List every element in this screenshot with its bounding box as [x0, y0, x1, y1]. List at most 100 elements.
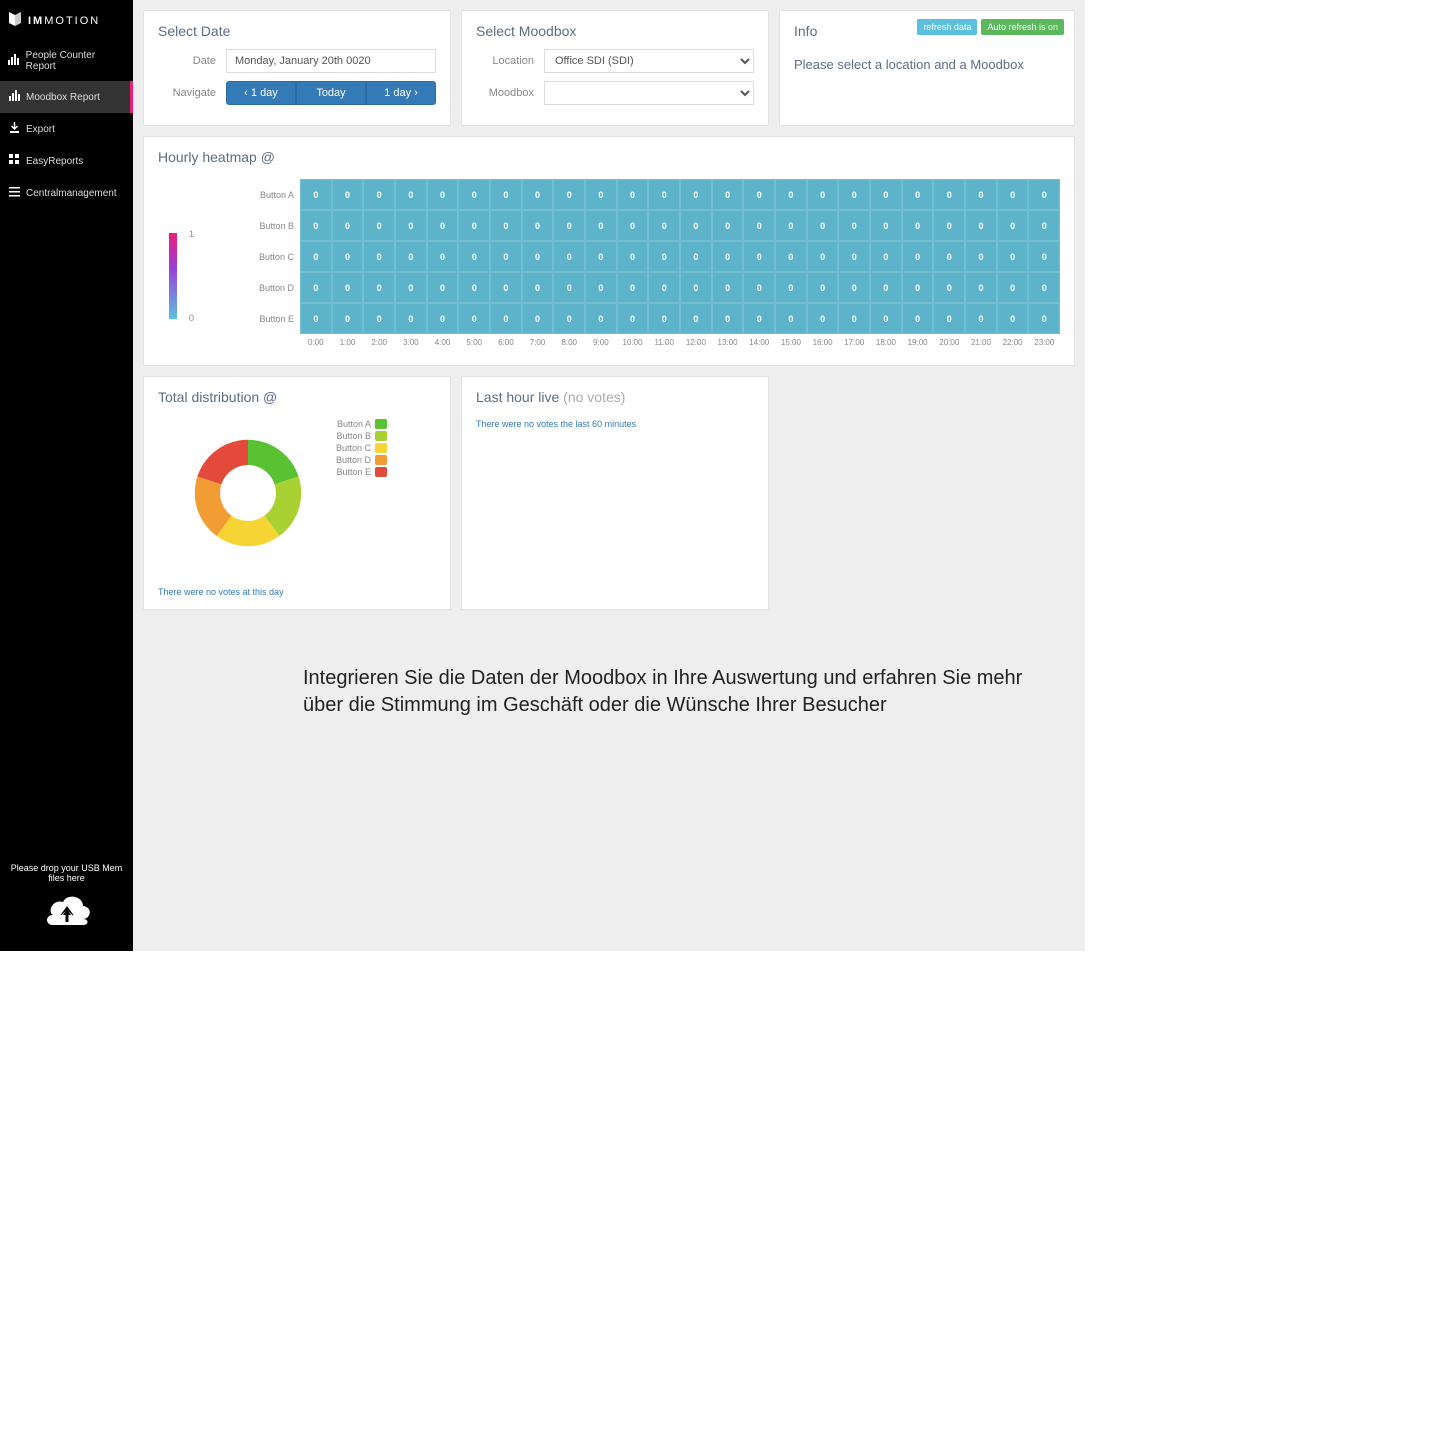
moodbox-select[interactable] — [544, 81, 754, 105]
heatmap-cell: 0 — [838, 303, 870, 334]
heatmap-cell: 0 — [332, 210, 364, 241]
heatmap-cell: 0 — [965, 303, 997, 334]
heatmap-cell: 0 — [997, 210, 1029, 241]
heatmap-cell: 0 — [553, 272, 585, 303]
date-input[interactable] — [226, 49, 436, 73]
sidebar-item-label: Centralmanagement — [26, 188, 117, 199]
heatmap-cell: 0 — [712, 210, 744, 241]
heatmap-hour-label: 3:00 — [395, 334, 427, 347]
page-caption: Integrieren Sie die Daten der Moodbox in… — [303, 665, 1045, 719]
distribution-panel: Total distribution @ Button AButton BBut… — [143, 376, 451, 610]
refresh-data-button[interactable]: refresh data — [917, 19, 977, 35]
usb-drop-zone[interactable]: Please drop your USB Mem files here — [0, 855, 133, 951]
brand-suffix: MOTION — [44, 15, 100, 27]
select-date-panel: Select Date Date Navigate ‹ 1 day Today … — [143, 10, 451, 126]
heatmap-cell: 0 — [902, 303, 934, 334]
heatmap-hour-label: 4:00 — [427, 334, 459, 347]
heatmap-cell: 0 — [775, 210, 807, 241]
heatmap-cell: 0 — [617, 303, 649, 334]
heatmap-hour-label: 11:00 — [648, 334, 680, 347]
auto-refresh-state: on — [1048, 22, 1058, 32]
sidebar-item-label: People Counter Report — [26, 50, 125, 72]
heatmap-cell: 0 — [933, 241, 965, 272]
sidebar-item-centralmanagement[interactable]: Centralmanagement — [0, 177, 133, 209]
heatmap-hour-label: 5:00 — [458, 334, 490, 347]
sidebar-item-easyreports[interactable]: EasyReports — [0, 145, 133, 177]
heatmap-cell: 0 — [743, 303, 775, 334]
sidebar-item-people-counter[interactable]: People Counter Report — [0, 41, 133, 81]
heatmap-cell: 0 — [522, 241, 554, 272]
heatmap-cell: 0 — [332, 179, 364, 210]
grid-icon — [8, 154, 20, 168]
heatmap-cell: 0 — [427, 179, 459, 210]
heatmap-cell: 0 — [427, 241, 459, 272]
cloud-upload-icon — [2, 889, 131, 931]
heatmap-hour-label: 0:00 — [300, 334, 332, 347]
heatmap-cell: 0 — [553, 179, 585, 210]
heatmap-cell: 0 — [617, 179, 649, 210]
heatmap-cell: 0 — [648, 210, 680, 241]
heatmap-cell: 0 — [712, 272, 744, 303]
heatmap-hour-label: 20:00 — [933, 334, 965, 347]
heatmap-cell: 0 — [458, 241, 490, 272]
panel-title: Last hour live (no votes) — [476, 389, 754, 405]
heatmap-cell: 0 — [427, 272, 459, 303]
sidebar-item-export[interactable]: Export — [0, 113, 133, 145]
heatmap-cell: 0 — [870, 303, 902, 334]
distribution-note: There were no votes at this day — [158, 587, 436, 597]
heatmap-cell: 0 — [838, 210, 870, 241]
heatmap-hour-label: 22:00 — [997, 334, 1029, 347]
heatmap-cell: 0 — [870, 241, 902, 272]
heatmap-cell: 0 — [775, 303, 807, 334]
moodbox-label: Moodbox — [476, 87, 544, 99]
heatmap-cell: 0 — [490, 179, 522, 210]
legend-min: 0 — [189, 313, 194, 323]
next-day-button[interactable]: 1 day › — [366, 81, 436, 105]
heatmap-cell: 0 — [933, 179, 965, 210]
heatmap-cell: 0 — [807, 303, 839, 334]
prev-day-button[interactable]: ‹ 1 day — [226, 81, 296, 105]
heatmap-cell: 0 — [965, 210, 997, 241]
heatmap-cell: 0 — [680, 241, 712, 272]
heatmap-cell: 0 — [680, 303, 712, 334]
legend-item: Button B — [336, 431, 387, 441]
bar-chart-icon — [8, 54, 20, 68]
legend-item: Button E — [336, 467, 387, 477]
sidebar: IMMOTION People Counter Report Moodbox R… — [0, 0, 133, 951]
heatmap-cell: 0 — [363, 272, 395, 303]
panel-title: Total distribution @ — [158, 389, 436, 405]
heatmap-cell: 0 — [427, 210, 459, 241]
heatmap-cell: 0 — [585, 210, 617, 241]
usb-drop-text: Please drop your USB Mem files here — [2, 863, 131, 883]
download-icon — [8, 122, 20, 136]
heatmap-cell: 0 — [870, 179, 902, 210]
last-hour-panel: Last hour live (no votes) There were no … — [461, 376, 769, 610]
heatmap-cell: 0 — [743, 179, 775, 210]
heatmap-hour-label: 17:00 — [838, 334, 870, 347]
heatmap-cell: 0 — [458, 303, 490, 334]
heatmap-cell: 0 — [522, 210, 554, 241]
heatmap-cell: 0 — [617, 210, 649, 241]
heatmap-cell: 0 — [648, 303, 680, 334]
donut-slice — [197, 440, 248, 485]
heatmap-cell: 0 — [458, 210, 490, 241]
heatmap-cell: 0 — [712, 179, 744, 210]
heatmap-cell: 0 — [965, 272, 997, 303]
heatmap-cell: 0 — [395, 303, 427, 334]
heatmap-cell: 0 — [585, 272, 617, 303]
heatmap-cell: 0 — [648, 272, 680, 303]
heatmap-cell: 0 — [743, 210, 775, 241]
location-select[interactable]: Office SDI (SDI) — [544, 49, 754, 73]
heatmap-cell: 0 — [1028, 303, 1060, 334]
today-button[interactable]: Today — [296, 81, 366, 105]
heatmap-hour-label: 12:00 — [680, 334, 712, 347]
heatmap-cell: 0 — [775, 272, 807, 303]
sidebar-item-moodbox[interactable]: Moodbox Report — [0, 81, 133, 113]
info-panel: refresh data Auto refresh is on Info Ple… — [779, 10, 1075, 126]
sidebar-item-label: Moodbox Report — [26, 92, 100, 103]
auto-refresh-toggle[interactable]: Auto refresh is on — [981, 19, 1064, 35]
select-moodbox-panel: Select Moodbox Location Office SDI (SDI)… — [461, 10, 769, 126]
heatmap-cell: 0 — [1028, 272, 1060, 303]
heatmap-cell: 0 — [933, 272, 965, 303]
heatmap-row-label: Button D — [248, 283, 300, 293]
